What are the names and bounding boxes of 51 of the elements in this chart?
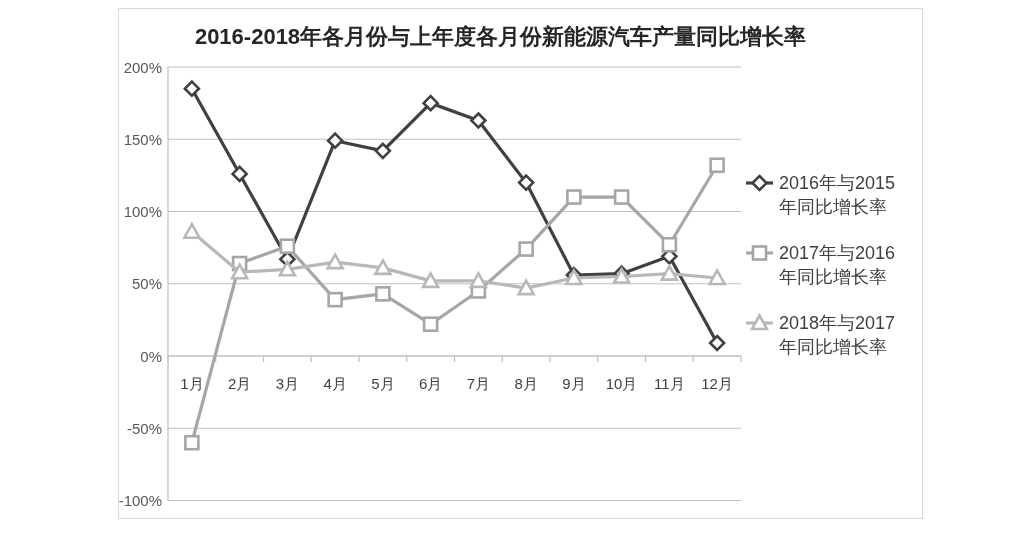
point xyxy=(422,94,439,112)
point xyxy=(326,253,344,270)
legend-label: 2017年与2016年同比增长率 xyxy=(779,243,896,287)
x-tick-label: 6月 xyxy=(418,374,443,392)
x-tick-label: 5月 xyxy=(371,374,395,392)
y-tick-label: 100% xyxy=(123,203,162,220)
x-tick-label: 3月 xyxy=(275,374,300,392)
point xyxy=(278,260,297,277)
y-tick-label: -100% xyxy=(118,492,162,509)
point xyxy=(375,286,391,302)
x-tick-label: 4月 xyxy=(323,374,347,392)
x-tick-label: 9月 xyxy=(562,374,586,392)
point xyxy=(517,174,535,191)
x-tick-label: 12月 xyxy=(701,374,733,392)
y-tick-label: 200% xyxy=(123,58,162,76)
point xyxy=(469,272,488,289)
chart-title: 2016-2018年各月份与上年度各月份新能源汽车产量同比增长率 xyxy=(194,24,807,49)
x-tick-label: 8月 xyxy=(514,374,538,392)
x-tick-label: 2月 xyxy=(227,374,252,392)
point xyxy=(518,241,534,257)
point xyxy=(470,112,487,129)
x-tick-label: 1月 xyxy=(180,374,204,392)
y-tick-label: -50% xyxy=(126,419,162,437)
point xyxy=(708,269,726,286)
point xyxy=(613,189,630,205)
x-tick-label: 7月 xyxy=(466,374,491,392)
point xyxy=(184,434,200,451)
point xyxy=(326,132,344,149)
point xyxy=(517,279,535,296)
x-tick-label: 11月 xyxy=(654,374,685,392)
legend-label: 2018年与2017年同比增长率 xyxy=(779,313,896,357)
y-tick-label: 0% xyxy=(140,347,162,365)
x-tick-label: 10月 xyxy=(605,374,638,392)
point xyxy=(422,316,439,333)
point xyxy=(566,189,582,205)
point xyxy=(708,334,726,352)
point xyxy=(661,236,678,253)
point xyxy=(374,142,392,160)
point xyxy=(183,80,201,97)
point xyxy=(709,157,725,174)
point xyxy=(421,272,440,289)
y-tick-label: 50% xyxy=(131,275,162,293)
point xyxy=(183,222,201,240)
point xyxy=(660,264,679,281)
y-tick-label: 150% xyxy=(123,130,162,148)
point xyxy=(279,238,296,254)
legend-label: 2016年与2015年同比增长率 xyxy=(779,173,896,217)
point xyxy=(230,263,249,280)
point xyxy=(327,291,343,308)
point xyxy=(374,259,392,276)
point xyxy=(231,165,248,183)
